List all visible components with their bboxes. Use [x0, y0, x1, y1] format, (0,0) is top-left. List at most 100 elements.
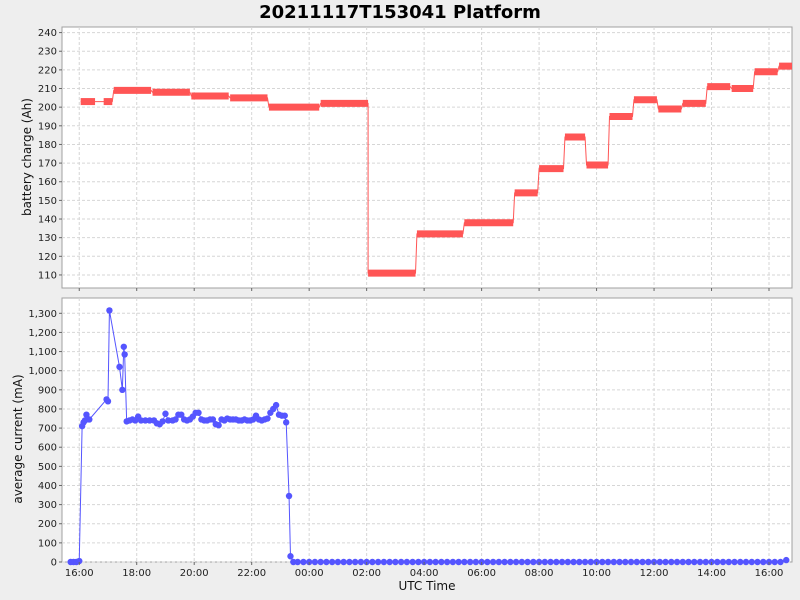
current-y-tick-label: 1,000	[28, 366, 57, 377]
current-y-tick-label: 1,200	[28, 328, 57, 339]
current-data-point	[558, 558, 566, 566]
current-data-point	[83, 411, 90, 418]
battery-gridlines	[62, 27, 792, 288]
current-data-point	[351, 558, 359, 566]
current-data-point	[495, 558, 503, 566]
current-data-point	[639, 558, 646, 566]
current-data-point	[195, 409, 202, 416]
current-data-point	[696, 558, 704, 566]
battery-series	[80, 62, 792, 277]
current-data-point	[662, 558, 669, 566]
current-data-point	[120, 343, 127, 350]
current-y-tick-label: 900	[38, 385, 57, 396]
current-data-point	[104, 398, 112, 405]
battery-y-axis-label: battery charge (Ah)	[20, 98, 34, 216]
current-data-point	[380, 558, 388, 566]
current-y-tick-label: 800	[38, 404, 57, 415]
current-data-point	[673, 558, 681, 566]
current-data-point	[719, 558, 727, 566]
current-data-point	[518, 558, 526, 566]
current-data-point	[507, 558, 514, 566]
battery-y-tick-label: 170	[38, 159, 57, 170]
current-data-point	[346, 558, 353, 566]
current-data-point	[403, 558, 411, 566]
current-data-point	[340, 558, 347, 566]
current-y-tick-label: 500	[38, 462, 57, 473]
battery-y-axis-ticks: 110 120 130 140 150 160 170 180 190 200 210 220 230 2…	[38, 28, 62, 281]
battery-y-tick-label: 210	[38, 84, 57, 95]
current-data-point	[599, 558, 606, 566]
x-tick-label: 08:00	[525, 568, 554, 579]
current-data-point	[547, 558, 554, 566]
current-data-point	[455, 558, 462, 566]
current-data-point	[397, 558, 405, 566]
current-data-point	[264, 415, 271, 422]
current-data-point	[484, 558, 491, 566]
current-data-point	[616, 558, 623, 566]
x-tick-label: 12:00	[640, 568, 669, 579]
current-y-axis-label: average current (mA)	[11, 374, 25, 503]
current-data-point	[209, 416, 217, 423]
battery-y-tick-label: 150	[38, 196, 57, 207]
current-data-point	[285, 492, 293, 500]
current-data-point	[472, 558, 480, 566]
current-y-tick-label: 1,300	[28, 309, 57, 320]
current-data-point	[587, 558, 595, 566]
current-data-point	[714, 558, 721, 566]
current-data-point	[748, 558, 755, 566]
current-data-point	[392, 558, 399, 566]
average-current-panel: 0 100 200 300 400 500 600 700 800 900 1,000 1,100 1,…	[11, 297, 793, 569]
current-data-point	[656, 558, 663, 566]
x-tick-label: 00:00	[295, 568, 324, 579]
x-tick-label: 14:00	[697, 568, 726, 579]
current-data-point	[771, 558, 778, 566]
current-data-point	[461, 558, 468, 566]
current-data-point	[272, 401, 280, 409]
current-data-point	[106, 307, 113, 314]
current-data-point	[489, 558, 497, 566]
current-data-point	[116, 363, 123, 371]
battery-plot-area	[61, 26, 793, 289]
current-data-point	[633, 558, 641, 566]
current-data-point	[172, 416, 179, 423]
battery-connector-line	[80, 65, 792, 274]
x-tick-label: 04:00	[410, 568, 439, 579]
current-data-point	[178, 411, 185, 418]
current-y-tick-label: 200	[38, 519, 57, 530]
battery-y-tick-label: 190	[38, 121, 57, 132]
x-axis-ticks: 16:00 18:00 20:00 22:00 00:00 02:00 04:00 06:00…	[65, 288, 783, 579]
current-data-point	[512, 558, 520, 566]
current-data-point	[541, 558, 549, 566]
battery-series-group	[80, 62, 792, 277]
current-data-point	[742, 558, 750, 566]
current-data-point	[691, 558, 698, 566]
current-data-point	[282, 419, 290, 426]
current-data-point	[409, 558, 416, 566]
current-data-point	[443, 558, 451, 566]
current-data-point	[334, 558, 342, 566]
current-data-point	[622, 558, 629, 566]
current-data-point	[783, 556, 790, 564]
current-data-point	[754, 558, 761, 566]
battery-y-tick-label: 160	[38, 177, 57, 188]
current-data-point	[323, 558, 330, 566]
current-data-point	[294, 558, 301, 566]
x-tick-label: 02:00	[352, 568, 381, 579]
current-y-tick-label: 0	[51, 558, 57, 569]
current-data-point	[627, 558, 635, 566]
current-y-tick-label: 600	[38, 443, 57, 454]
current-data-point	[564, 558, 572, 566]
current-data-point	[386, 558, 393, 566]
current-data-point	[702, 558, 709, 566]
current-data-point	[731, 558, 738, 566]
current-plot-area	[61, 297, 793, 563]
current-data-point	[466, 558, 474, 566]
current-data-point	[576, 558, 583, 566]
current-data-point	[281, 412, 288, 419]
current-data-point	[121, 351, 128, 358]
current-data-point	[119, 386, 126, 394]
current-data-point	[685, 558, 692, 566]
current-series	[67, 307, 790, 566]
current-data-point	[679, 558, 686, 566]
